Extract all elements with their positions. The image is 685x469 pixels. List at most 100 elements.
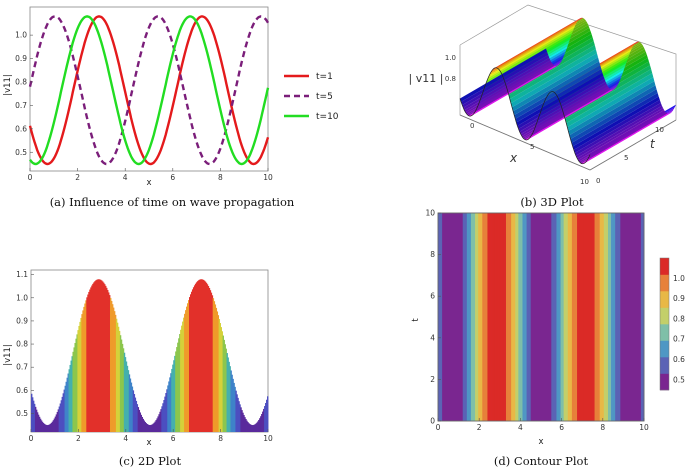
contour-band xyxy=(555,213,557,421)
area-slice xyxy=(247,422,249,432)
contour-band xyxy=(526,213,529,421)
area-slice xyxy=(71,356,73,432)
surface-strip xyxy=(493,18,581,69)
contour-band xyxy=(511,213,513,421)
contour-band xyxy=(633,213,636,421)
contour-band xyxy=(487,213,489,421)
plot-a-ytick-label: 0.9 xyxy=(15,54,27,63)
contour-band xyxy=(502,213,505,421)
area-slice xyxy=(43,423,46,432)
area-slice xyxy=(217,315,220,432)
surface-strip xyxy=(509,49,597,104)
contour-band xyxy=(533,213,536,421)
contour-band xyxy=(483,213,485,421)
area-slice xyxy=(46,425,49,432)
plot-c-xtick-label: 0 xyxy=(29,434,34,443)
area-slice xyxy=(38,416,41,432)
contour-band xyxy=(558,213,560,421)
surface-strip xyxy=(489,23,577,76)
plot-d-ytick-label: 0 xyxy=(430,417,435,426)
plot-b-zlabel: | v11 | xyxy=(409,72,444,85)
plot-c-xlabel: x xyxy=(146,438,151,448)
contour-band xyxy=(577,213,579,421)
area-slice xyxy=(57,409,60,432)
area-slice xyxy=(190,291,193,432)
contour-band xyxy=(597,213,600,421)
colorbar-segment xyxy=(660,357,669,374)
surface-front-edge xyxy=(459,67,591,165)
area-slice xyxy=(126,365,129,432)
area-slice xyxy=(256,422,258,432)
area-slice xyxy=(170,373,172,432)
plot-a-xtick-label: 0 xyxy=(28,173,33,182)
area-slice xyxy=(48,424,51,432)
contour-band xyxy=(494,213,497,421)
area-slice xyxy=(138,409,141,432)
colorbar-tick-label: 1.0 xyxy=(673,274,685,283)
area-slice xyxy=(47,424,50,432)
area-slice xyxy=(139,412,142,432)
plot-d-ytick-label: 10 xyxy=(425,209,435,218)
area-slice xyxy=(257,421,259,432)
area-slice xyxy=(93,282,95,432)
area-slice xyxy=(108,292,110,432)
area-slice xyxy=(214,304,217,432)
contour-band xyxy=(551,213,553,421)
area-slice xyxy=(199,279,202,432)
area-slice xyxy=(264,406,266,432)
plot-d-ticks: 0 2 4 6 8 10 0 2 4 6 8 10 xyxy=(425,209,649,433)
contour-band xyxy=(510,213,512,421)
area-slice xyxy=(54,416,57,432)
plot-a-ytick-label: 0.6 xyxy=(15,124,27,133)
colorbar-segment xyxy=(660,307,669,325)
contour-band xyxy=(525,213,527,421)
colorbar-segment xyxy=(660,373,669,391)
contour-band xyxy=(630,213,633,421)
contour-band xyxy=(624,213,626,421)
area-slice xyxy=(110,300,113,432)
contour-band xyxy=(569,213,572,421)
area-slice xyxy=(220,327,222,432)
area-slice xyxy=(180,329,182,432)
contour-band xyxy=(553,213,555,421)
area-slice xyxy=(129,378,132,432)
contour-band xyxy=(504,213,507,421)
contour-band xyxy=(571,213,574,421)
contour-band xyxy=(475,213,477,421)
colorbar-tick-label: 0.5 xyxy=(673,375,685,384)
area-slice xyxy=(35,409,38,432)
legend-label-t10: t=10 xyxy=(316,112,339,122)
area-slice xyxy=(219,323,221,432)
area-slice xyxy=(121,343,124,432)
plot-a-xtick-label: 6 xyxy=(170,173,175,182)
area-slice xyxy=(86,297,88,432)
area-slice xyxy=(111,304,114,432)
contour-band xyxy=(530,213,533,421)
contour-band xyxy=(588,213,590,421)
contour-band xyxy=(446,213,448,421)
plot-c-xtick-label: 6 xyxy=(171,434,176,443)
area-slice xyxy=(45,424,48,432)
area-slice xyxy=(235,390,237,432)
surface-strip xyxy=(492,18,580,70)
area-slice xyxy=(184,313,186,432)
plot-b-surface xyxy=(459,17,676,165)
contour-band xyxy=(519,213,521,421)
contour-band xyxy=(503,213,506,421)
plot-c-ytick-label: 1.1 xyxy=(16,270,28,279)
area-slice xyxy=(173,360,175,432)
area-slice xyxy=(181,325,183,432)
contour-band xyxy=(626,213,628,421)
plot-c-area xyxy=(31,279,269,432)
surface-strip xyxy=(518,78,606,132)
contour-band xyxy=(451,213,453,421)
contour-band xyxy=(548,213,550,421)
plot-a-xlabel: x xyxy=(146,178,151,188)
contour-band xyxy=(501,213,504,421)
area-slice xyxy=(64,385,66,432)
contour-band xyxy=(638,213,641,421)
area-slice xyxy=(234,386,236,432)
area-slice xyxy=(151,424,153,432)
plot-b-xt2: 10 xyxy=(580,178,589,186)
contour-band xyxy=(439,213,441,421)
